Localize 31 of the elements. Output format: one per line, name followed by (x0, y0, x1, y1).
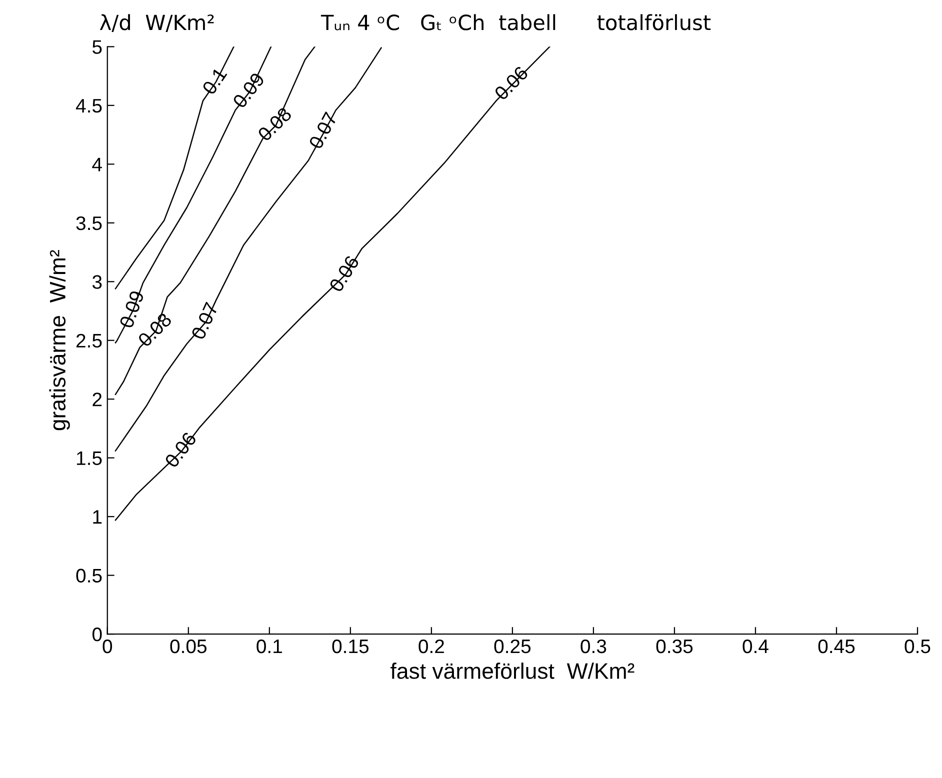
x-tick-label: 0.25 (494, 639, 531, 654)
annotation: 0.1 (202, 66, 228, 96)
x-tick-label: 0.3 (580, 639, 606, 654)
y-tick-label: 5 (92, 40, 102, 54)
annotation: 0.07 (190, 302, 218, 340)
x-tick-label: 0.35 (656, 639, 693, 654)
line-series (114, 46, 234, 290)
y-tick-label: 1 (93, 510, 102, 524)
x-tick-label: 0.45 (818, 639, 855, 654)
y-tick-label: 4.5 (76, 99, 102, 113)
x-tick-label: 0.4 (742, 639, 768, 654)
annotation: 0.06 (494, 65, 529, 101)
y-axis-title: gratisvärme W/m² (49, 250, 70, 430)
x-tick-label: 0.5 (904, 639, 930, 654)
x-tick-label: 0 (102, 639, 112, 654)
x-tick-label: 0.2 (418, 639, 444, 654)
x-tick-label: 0.1 (256, 639, 282, 654)
y-tick-label: 3.5 (76, 216, 102, 230)
y-tick-label: 0.5 (76, 568, 102, 583)
y-tick-label: 1.5 (76, 452, 102, 466)
y-tick-label: 0 (92, 628, 102, 642)
y-tick-label: 4 (92, 158, 102, 172)
x-tick-label: 0.05 (170, 639, 207, 654)
x-axis-title: fast värmeförlust W/Km² (390, 662, 634, 679)
x-tick-label: 0.15 (332, 639, 369, 654)
annotation: 0.07 (308, 111, 338, 150)
chart-title: λ/d W/Km² Tᵤₙ 4 ᵒC Gₜ ᵒCh tabell totalförlust (100, 14, 711, 32)
y-tick-label: 2.5 (76, 334, 102, 348)
y-tick-label: 3 (92, 275, 102, 289)
annotation: 0.08 (256, 106, 292, 142)
y-tick-label: 2 (92, 392, 102, 406)
